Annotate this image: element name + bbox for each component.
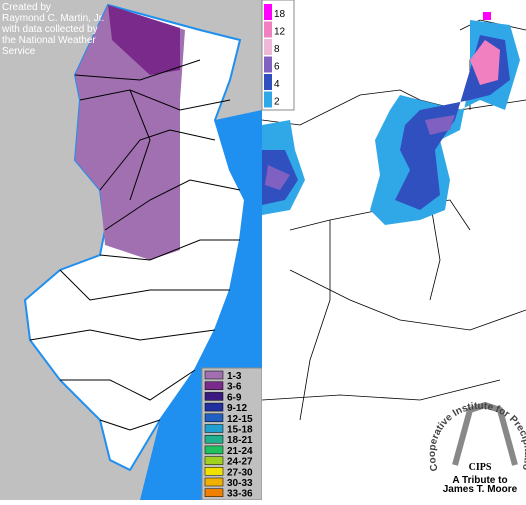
legend-swatch	[204, 413, 224, 423]
legend-swatch	[204, 456, 224, 465]
legend-swatch	[204, 381, 224, 390]
logo-name: CIPS	[469, 462, 492, 473]
legend-swatch	[204, 445, 224, 455]
legend-swatch	[204, 434, 224, 444]
credit-line: with data collected by	[1, 24, 98, 35]
legend-label: 1-3	[227, 371, 242, 382]
legend-label: 9-12	[227, 403, 247, 414]
legend-label: 3-6	[227, 382, 242, 393]
legend-swatch	[264, 91, 272, 108]
legend-swatch	[204, 467, 224, 476]
legend-swatch	[204, 370, 224, 380]
logo-tribute: James T. Moore	[443, 484, 518, 495]
legend-swatch	[264, 4, 272, 20]
credit-line: the National Weather	[2, 35, 96, 46]
credit-line: Raymond C. Martin, Jr.	[2, 13, 104, 24]
legend-swatch	[264, 21, 272, 38]
legend-swatch	[264, 56, 272, 73]
legend-label: 30-33	[227, 478, 253, 489]
legend-swatch	[264, 39, 272, 55]
legend-label: 12	[274, 27, 286, 38]
legend-swatch	[204, 488, 224, 497]
legend-label: 15-18	[227, 425, 253, 436]
legend-label: 33-36	[227, 489, 253, 500]
legend-swatch	[204, 402, 224, 412]
legend-swatch	[204, 477, 224, 487]
legend-label: 24-27	[227, 457, 253, 468]
legend-label: 18-21	[227, 435, 253, 446]
legend-label: 6	[274, 62, 280, 73]
legend-label: 6-9	[227, 392, 242, 403]
regional-legend: 18 12 8 6 4 2	[261, 0, 295, 111]
legend-label: 21-24	[227, 446, 253, 457]
legend-label: 12-15	[227, 414, 253, 425]
logo-arch	[452, 401, 518, 466]
legend-label: 8	[274, 44, 280, 55]
credit-line: Service	[2, 46, 36, 57]
legend-label: 18	[274, 9, 286, 20]
legend-label: 27-30	[227, 467, 253, 478]
legend-swatch	[204, 392, 224, 401]
logo-tribute: A Tribute to	[452, 475, 507, 486]
nj-legend: 1-33-66-99-1212-1515-1818-2121-2424-2727…	[201, 367, 263, 501]
legend-label: 2	[274, 97, 280, 108]
credit-line: Created by	[2, 2, 51, 13]
legend-label: 4	[274, 79, 280, 90]
county-lines	[29, 59, 241, 431]
legend-swatch	[264, 74, 272, 90]
snow-areas	[262, 12, 520, 225]
snow-3-6	[108, 5, 180, 75]
legend-swatch	[204, 424, 224, 433]
